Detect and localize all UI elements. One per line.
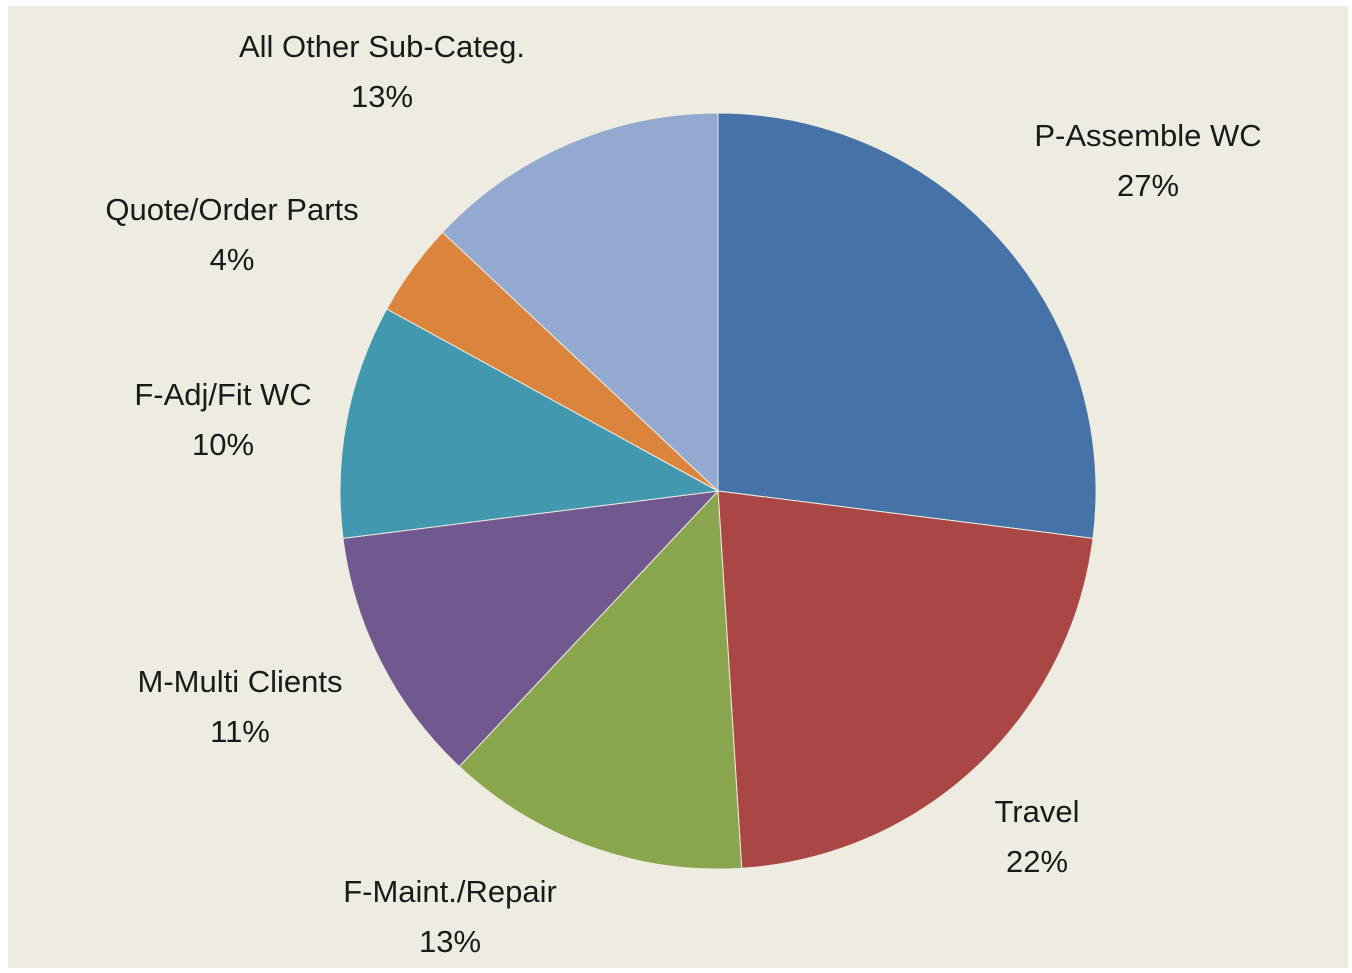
slice-value-label: 13%	[351, 79, 413, 114]
pie-slice	[342, 490, 720, 768]
pie-slice	[717, 490, 1094, 869]
pie-slice	[441, 112, 719, 493]
slice-category-label: F-Maint./Repair	[343, 874, 557, 909]
slice-value-label: 10%	[192, 427, 254, 462]
slice-value-label: 22%	[1006, 844, 1068, 879]
pie-slice	[458, 489, 743, 870]
slice-category-label: M-Multi Clients	[138, 664, 343, 699]
slice-value-label: 13%	[419, 924, 481, 959]
pie-slice	[339, 308, 720, 539]
slice-value-label: 11%	[210, 714, 270, 749]
slice-category-label: Quote/Order Parts	[105, 192, 358, 227]
slice-category-label: F-Adj/Fit WC	[134, 377, 311, 412]
pie-slice	[717, 112, 1097, 539]
slice-category-label: P-Assemble WC	[1034, 118, 1261, 153]
slice-value-label: 4%	[210, 242, 255, 277]
slice-category-label: Travel	[995, 794, 1080, 829]
slice-category-label: All Other Sub-Categ.	[239, 29, 525, 64]
slice-value-label: 27%	[1117, 168, 1179, 203]
